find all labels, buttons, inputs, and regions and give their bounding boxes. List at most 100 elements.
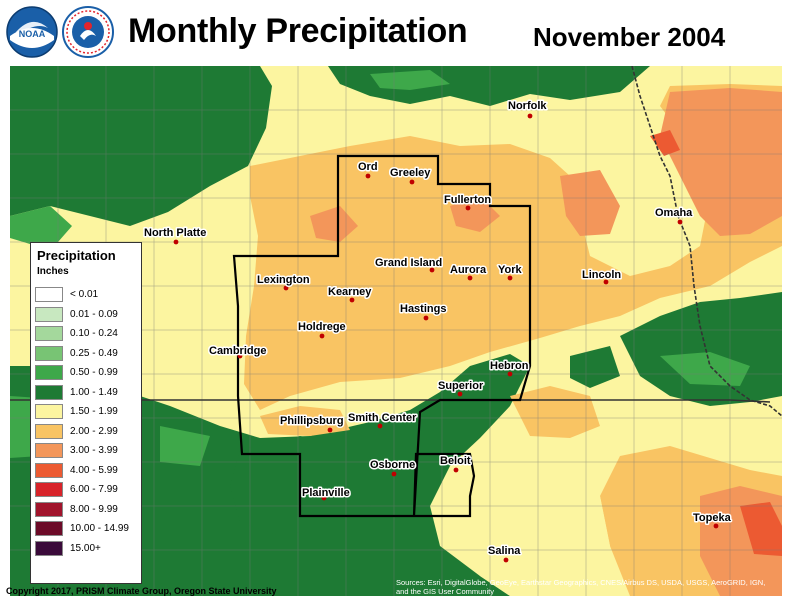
precip-area-ne-red [650, 130, 680, 156]
legend-item: 15.00+ [35, 539, 129, 559]
map-title: Monthly Precipitation [128, 12, 468, 50]
precip-area-s-light [160, 426, 210, 466]
city-superior: Superior [437, 379, 485, 397]
city-holdrege: Holdrege [297, 320, 347, 339]
legend-label: < 0.01 [70, 289, 99, 301]
legend-item: 0.01 - 0.09 [35, 305, 129, 325]
city-label-greeley: Greeley [390, 167, 431, 179]
legend-swatch [35, 443, 63, 459]
legend-label: 1.00 - 1.49 [70, 386, 118, 398]
precip-area-n-light [370, 70, 450, 90]
legend-item: 1.00 - 1.49 [35, 383, 129, 403]
city-label-phillipsburg: Phillipsburg [280, 415, 344, 427]
city-label-norfolk: Norfolk [508, 100, 547, 112]
map-period: November 2004 [533, 22, 726, 52]
legend-swatch [35, 384, 63, 400]
legend-label: 1.50 - 1.99 [70, 406, 118, 418]
county-grid [10, 66, 782, 596]
nws-logo-icon [62, 6, 114, 58]
legend-item: 2.00 - 2.99 [35, 422, 129, 442]
city-label-hebron: Hebron [490, 360, 529, 372]
city-label-beloit: Beloit [440, 455, 471, 467]
legend-label: 0.50 - 0.99 [70, 367, 118, 379]
legend-label: 8.00 - 9.99 [70, 503, 118, 515]
legend-item: 0.25 - 0.49 [35, 344, 129, 364]
map-header: NOAA Monthly Precipitation November 2004 [0, 0, 792, 66]
city-label-cambridge: Cambridge [209, 345, 266, 357]
city-hebron: Hebron [489, 359, 530, 377]
city-label-plainville: Plainville [302, 487, 350, 499]
city-ord: Ord [357, 160, 379, 179]
city-fullerton: Fullerton [443, 193, 493, 211]
city-label-lexington: Lexington [257, 274, 310, 286]
legend-swatch [35, 501, 63, 517]
city-cambridge: Cambridge [208, 344, 268, 359]
city-beloit: Beloit [439, 454, 472, 473]
precip-area-s-orange [510, 386, 600, 438]
legend-item: 8.00 - 9.99 [35, 500, 129, 520]
precip-area-se-red [740, 502, 782, 556]
precip-area-nw [10, 66, 272, 226]
legend-swatch [35, 521, 63, 537]
legend-label: 15.00+ [70, 542, 101, 554]
sources-text: Sources: Esri, DigitalGlobe, GeoEye, Ear… [396, 578, 766, 596]
legend-swatch [35, 482, 63, 498]
city-greeley: Greeley [389, 166, 433, 185]
legend-item: < 0.01 [35, 285, 129, 305]
legend-item: 3.00 - 3.99 [35, 441, 129, 461]
city-label-ord: Ord [358, 161, 378, 173]
legend-label: 0.10 - 0.24 [70, 328, 118, 340]
legend-item: 6.00 - 7.99 [35, 480, 129, 500]
precip-area-ne [660, 88, 782, 236]
city-label-salina: Salina [488, 545, 521, 557]
legend-swatch [35, 287, 63, 303]
city-label-york: York [498, 264, 523, 276]
legend-units: Inches [37, 266, 69, 277]
legend-item: 0.10 - 0.24 [35, 324, 129, 344]
legend-swatch [35, 423, 63, 439]
city-lincoln: Lincoln [581, 268, 623, 285]
precip-area-c-spot2 [450, 196, 500, 232]
legend-swatch [35, 540, 63, 556]
city-label-hastings: Hastings [400, 303, 446, 315]
city-grand-island: Grand Island [374, 256, 444, 273]
noaa-logo-icon: NOAA [6, 6, 58, 58]
legend-swatch [35, 326, 63, 342]
cwa-boundary [232, 154, 532, 518]
legend-swatch [35, 462, 63, 478]
city-omaha: Omaha [654, 206, 695, 225]
city-topeka: Topeka [692, 511, 733, 529]
city-label-north-platte: North Platte [144, 227, 206, 239]
precip-area-central [244, 84, 782, 410]
city-north-platte: North Platte [143, 226, 208, 245]
city-label-lincoln: Lincoln [582, 269, 621, 281]
legend-item: 1.50 - 1.99 [35, 402, 129, 422]
legend-label: 2.00 - 2.99 [70, 425, 118, 437]
precip-area-s-yellow [458, 458, 610, 596]
city-label-kearney: Kearney [328, 286, 372, 298]
legend-swatch [35, 365, 63, 381]
city-label-holdrege: Holdrege [298, 321, 346, 333]
city-label-fullerton: Fullerton [444, 194, 491, 206]
state-border-ne-ks [10, 399, 771, 403]
city-aurora: Aurora [449, 263, 488, 281]
state-border-missouri-river [631, 66, 782, 417]
city-plainville: Plainville [301, 486, 352, 501]
precip-area-e-spot [570, 346, 620, 388]
city-label-superior: Superior [438, 380, 484, 392]
svg-text:NOAA: NOAA [19, 29, 46, 39]
city-smith-center: Smith Center [347, 411, 419, 429]
city-york: York [497, 263, 524, 281]
legend-title: Precipitation [37, 248, 116, 263]
legend-label: 10.00 - 14.99 [70, 523, 129, 535]
legend-swatch [35, 345, 63, 361]
city-markers: Norfolk Ord Greeley Fullerton North Plat… [143, 99, 733, 563]
precip-area-e-light [660, 352, 750, 386]
city-norfolk: Norfolk [507, 99, 549, 119]
city-osborne: Osborne [369, 458, 417, 477]
city-phillipsburg: Phillipsburg [279, 414, 345, 433]
precip-area-s-core [230, 436, 390, 536]
city-label-topeka: Topeka [693, 512, 732, 524]
legend-label: 3.00 - 3.99 [70, 445, 118, 457]
city-label-aurora: Aurora [450, 264, 487, 276]
